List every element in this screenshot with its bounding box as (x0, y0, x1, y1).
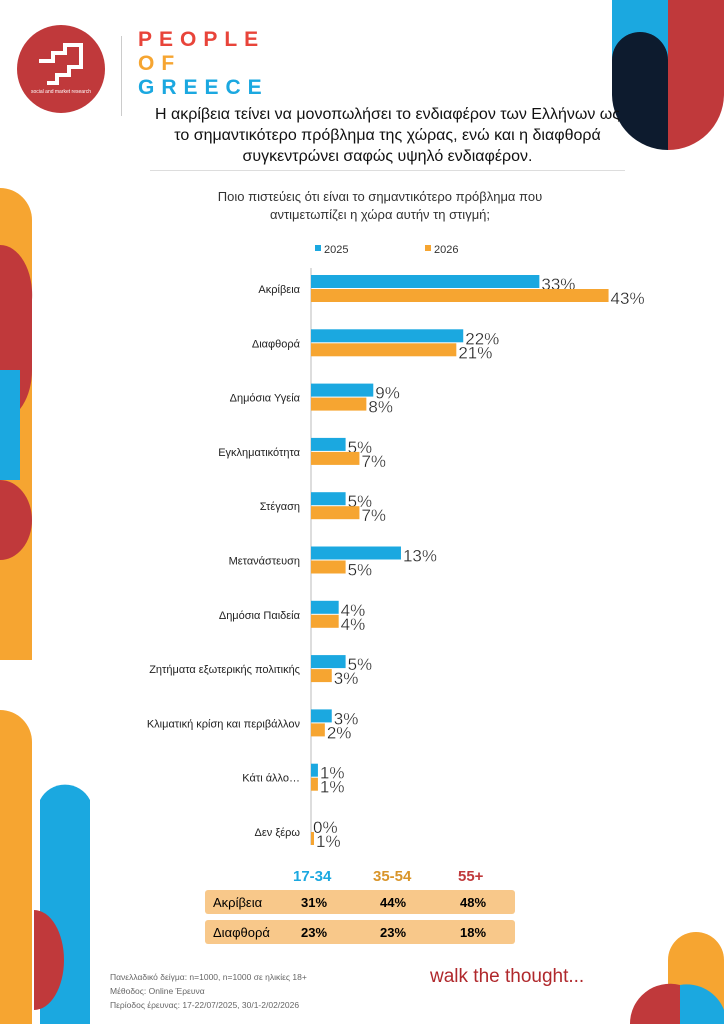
category-label: Εγκληματικότητα (218, 447, 300, 459)
row-value: 31% (301, 895, 328, 910)
age-header: 35-54 (373, 868, 412, 885)
brand-line: GREECE (138, 76, 269, 99)
data-label: 5% (348, 561, 373, 580)
data-label: 0% (313, 818, 338, 837)
age-header: 17-34 (293, 868, 332, 885)
category-label: Δεν ξέρω (255, 827, 301, 839)
data-label: 4% (341, 615, 366, 634)
legend-swatch (425, 245, 431, 251)
period-note: Περίοδος έρευνας: 17-22/07/2025, 30/1-2/… (110, 1000, 300, 1010)
bar-2025 (311, 655, 346, 669)
row-value: 44% (380, 895, 407, 910)
category-label: Διαφθορά (252, 338, 301, 350)
data-label: 9% (375, 384, 400, 403)
data-label: 21% (458, 343, 492, 362)
category-label: Κάτι άλλο… (242, 773, 300, 785)
bar-2025 (311, 275, 540, 288)
bar-2025 (311, 383, 374, 397)
chart-title: Ποιο πιστεύεις ότι είναι το σημαντικότερ… (217, 189, 543, 222)
data-label: 1% (316, 832, 341, 851)
divider (150, 170, 625, 171)
bar-2026 (311, 560, 346, 574)
category-label: Ζητήματα εξωτερικής πολιτικής (149, 664, 300, 676)
category-label: Δημόσια Υγεία (230, 393, 301, 405)
row-value: 48% (460, 895, 487, 910)
bar-2026 (311, 777, 318, 791)
bar-2026 (311, 614, 339, 628)
legend-label: 2025 (324, 244, 348, 256)
row-value: 23% (380, 925, 407, 940)
row-value: 18% (460, 925, 487, 940)
category-label: Στέγαση (260, 501, 300, 513)
data-label: 2% (327, 723, 352, 742)
data-label: 1% (320, 764, 345, 783)
data-label: 8% (368, 398, 393, 417)
data-label: 7% (361, 506, 386, 525)
footer-notes: Πανελλαδικό δείγμα: n=1000, n=1000 σε ηλ… (110, 970, 307, 1012)
bar-2026 (311, 669, 332, 683)
age-row: Διαφθορά 23% 23% 18% (205, 920, 515, 944)
category-label: Δημόσια Παιδεία (219, 610, 301, 622)
bar-2026 (311, 723, 325, 737)
brand-name: PEOPLE OF GREECE (138, 28, 269, 100)
method-note: Μέθοδος: Online Έρευνα (110, 986, 205, 996)
sample-note: Πανελλαδικό δείγμα: n=1000, n=1000 σε ηλ… (110, 972, 307, 982)
row-label: Διαφθορά (213, 925, 270, 940)
data-label: 7% (361, 452, 386, 471)
bar-2025 (311, 492, 346, 506)
data-label: 5% (348, 655, 373, 674)
age-row: Ακρίβεια 31% 44% 48% (205, 890, 515, 914)
bar-2026 (311, 832, 314, 845)
bar-2026 (311, 343, 457, 357)
category-label: Μετανάστευση (229, 556, 300, 568)
data-label: 4% (341, 601, 366, 620)
legend-swatch (315, 245, 321, 251)
divider (121, 36, 122, 116)
brand-line: PEOPLE (138, 28, 266, 51)
bar-2026 (311, 451, 360, 465)
bar-2025 (311, 437, 346, 451)
brand-line: OF (138, 52, 182, 75)
category-label: Κλιματική κρίση και περιβάλλον (147, 718, 301, 730)
data-label: 3% (334, 709, 359, 728)
bar-2025 (311, 600, 339, 614)
category-label: Ακρίβεια (258, 284, 300, 296)
data-label: 22% (465, 329, 499, 348)
row-label: Ακρίβεια (213, 895, 263, 910)
tagline: walk the thought... (430, 966, 585, 987)
data-label: 13% (403, 547, 437, 566)
logo-mark-icon (39, 43, 83, 85)
data-label: 43% (611, 289, 645, 308)
age-header: 55+ (458, 868, 484, 885)
bar-2026 (311, 506, 360, 520)
bar-2025 (311, 763, 318, 777)
company-logo: social and market research (17, 25, 105, 113)
row-value: 23% (301, 925, 328, 940)
bar-2025 (311, 329, 464, 343)
bar-2025 (311, 546, 401, 560)
headline: Η ακρίβεια τείνει να μονοπωλήσει το ενδι… (155, 106, 620, 165)
data-label: 1% (320, 778, 345, 797)
bar-2026 (311, 397, 367, 411)
logo-subtitle: social and market research (30, 89, 92, 95)
legend-label: 2026 (434, 244, 458, 256)
bar-2025 (311, 709, 332, 723)
data-label: 3% (334, 669, 359, 688)
bar-2026 (311, 289, 609, 302)
